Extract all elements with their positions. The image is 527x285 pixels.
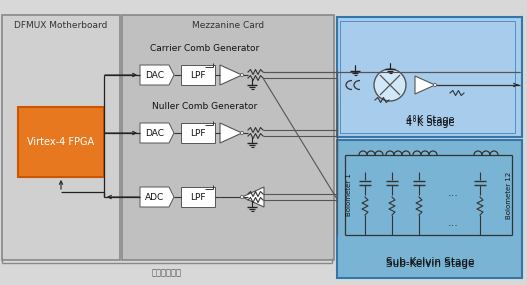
Text: DFMUX Motherboard: DFMUX Motherboard — [14, 21, 108, 30]
Polygon shape — [220, 123, 242, 143]
Bar — [337, 17, 522, 137]
Text: ADC: ADC — [145, 192, 164, 201]
Text: ...: ... — [447, 188, 458, 198]
Bar — [181, 65, 215, 85]
Circle shape — [374, 69, 406, 101]
Polygon shape — [140, 65, 174, 85]
Text: LPF: LPF — [190, 192, 206, 201]
Text: DAC: DAC — [145, 129, 164, 137]
Circle shape — [240, 131, 243, 135]
Text: Mezzanine Card: Mezzanine Card — [192, 21, 264, 30]
Polygon shape — [415, 76, 435, 94]
Bar — [122, 15, 334, 260]
Text: ...: ... — [447, 218, 458, 228]
Polygon shape — [220, 65, 242, 85]
Text: DAC: DAC — [145, 70, 164, 80]
Circle shape — [240, 74, 243, 76]
Bar — [181, 187, 215, 207]
Text: 室温电子设备: 室温电子设备 — [152, 268, 182, 278]
Text: Carrier Comb Generator: Carrier Comb Generator — [150, 44, 260, 53]
Bar — [18, 107, 104, 177]
Text: 4°K Stage: 4°K Stage — [406, 115, 454, 125]
Text: LPF: LPF — [190, 70, 206, 80]
Bar — [181, 123, 215, 143]
Text: LPF: LPF — [190, 129, 206, 137]
Text: Sub-Kelvin Stage: Sub-Kelvin Stage — [386, 259, 474, 269]
Circle shape — [240, 196, 243, 198]
Text: Sub-Kelvin Stage: Sub-Kelvin Stage — [386, 257, 474, 267]
Polygon shape — [140, 123, 174, 143]
Polygon shape — [140, 187, 174, 207]
Bar — [337, 140, 522, 278]
Circle shape — [434, 84, 436, 87]
Bar — [340, 21, 515, 133]
Text: 4°K Stage: 4°K Stage — [406, 118, 454, 128]
Bar — [2, 15, 120, 260]
Text: Nuller Comb Generator: Nuller Comb Generator — [152, 102, 258, 111]
Polygon shape — [242, 187, 264, 207]
Text: Bolometer 1: Bolometer 1 — [346, 174, 352, 216]
Text: Bolometer 12: Bolometer 12 — [506, 171, 512, 219]
Text: Virtex-4 FPGA: Virtex-4 FPGA — [27, 137, 94, 147]
